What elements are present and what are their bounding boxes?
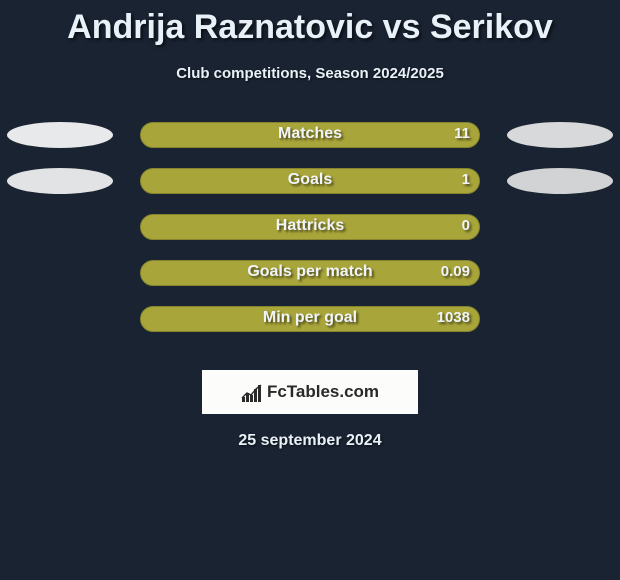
- season-subtitle: Club competitions, Season 2024/2025: [0, 65, 620, 82]
- stats-container: Matches 11 Goals 1 Hattricks 0 Goals per…: [0, 122, 620, 352]
- brand-text: FcTables.com: [267, 382, 379, 402]
- stat-row-min-per-goal: Min per goal 1038: [0, 306, 620, 352]
- stat-row-matches: Matches 11: [0, 122, 620, 168]
- stat-value: 1: [462, 171, 470, 188]
- stat-value: 0: [462, 217, 470, 234]
- brand-logo: FcTables.com: [241, 382, 379, 402]
- stat-value: 11: [454, 125, 470, 142]
- stat-label: Goals: [288, 171, 332, 189]
- stat-row-goals: Goals 1: [0, 168, 620, 214]
- stat-label: Goals per match: [247, 263, 372, 281]
- chart-icon-line: [241, 384, 263, 400]
- stat-label: Matches: [278, 125, 342, 143]
- comparison-title: Andrija Raznatovic vs Serikov: [0, 0, 620, 47]
- brand-logo-box: FcTables.com: [202, 370, 418, 414]
- stat-value: 1038: [437, 309, 470, 326]
- left-player-oval: [7, 168, 113, 194]
- snapshot-date: 25 september 2024: [0, 432, 620, 450]
- stat-label: Min per goal: [263, 309, 357, 327]
- stat-row-hattricks: Hattricks 0: [0, 214, 620, 260]
- stat-row-goals-per-match: Goals per match 0.09: [0, 260, 620, 306]
- left-player-oval: [7, 122, 113, 148]
- chart-icon: [241, 382, 263, 402]
- right-player-oval: [507, 122, 613, 148]
- stat-label: Hattricks: [276, 217, 344, 235]
- right-player-oval: [507, 168, 613, 194]
- stat-value: 0.09: [441, 263, 470, 280]
